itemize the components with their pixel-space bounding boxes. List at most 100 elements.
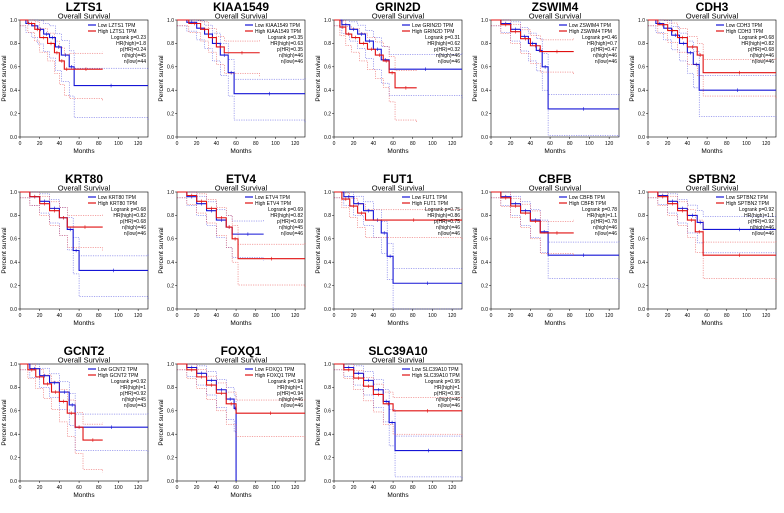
x-tick-label: 60: [76, 485, 82, 491]
panel-subtitle: Overall Survival: [58, 184, 111, 193]
x-tick-label: 80: [410, 485, 416, 491]
panel-subtitle: Overall Survival: [372, 184, 425, 193]
x-tick-label: 60: [76, 141, 82, 147]
panel-subtitle: Overall Survival: [686, 184, 739, 193]
stat-line: n(high)=45: [122, 53, 146, 59]
y-tick-label: 0.8: [481, 213, 488, 219]
stat-line: n(low)=46: [752, 231, 774, 237]
stat-line: Logrank p=0.78: [582, 207, 617, 213]
legend-label: Low GRIN2D TPM: [412, 23, 453, 29]
x-tick-label: 60: [547, 141, 553, 147]
panel-subtitle: Overall Survival: [529, 12, 582, 21]
y-tick-label: 0.0: [324, 135, 331, 141]
x-tick-label: 40: [214, 485, 220, 491]
x-tick-label: 120: [605, 141, 614, 147]
x-tick-label: 0: [333, 485, 336, 491]
y-tick-label: 1.0: [481, 18, 488, 24]
x-tick-label: 40: [685, 313, 691, 319]
y-tick-label: 1.0: [324, 362, 331, 368]
x-axis-label: Months: [701, 320, 723, 327]
y-tick-label: 0.4: [481, 88, 488, 94]
ci-upper-high: [334, 19, 417, 71]
ci-lower-high: [334, 369, 463, 438]
y-tick-label: 1.0: [167, 362, 174, 368]
plot-frame: [333, 363, 463, 482]
y-tick-label: 0.4: [10, 88, 17, 94]
stat-line: n(low)=46: [281, 403, 303, 409]
x-tick-label: 60: [233, 141, 239, 147]
x-axis-label: Months: [73, 148, 95, 155]
legend-label: High KRT80 TPM: [98, 201, 137, 207]
stat-line: n(high)=46: [436, 397, 460, 403]
x-tick-label: 0: [19, 313, 22, 319]
y-tick-label: 0.4: [10, 432, 17, 438]
y-tick-label: 0.4: [167, 88, 174, 94]
y-axis-label: Percent survival: [158, 399, 165, 446]
x-tick-label: 0: [333, 141, 336, 147]
ci-lower-low: [20, 25, 149, 121]
x-tick-label: 20: [665, 313, 671, 319]
stat-line: n(low)=46: [595, 231, 617, 237]
x-tick-label: 100: [271, 313, 280, 319]
y-tick-label: 0.0: [324, 479, 331, 485]
x-axis-label: Months: [701, 148, 723, 155]
x-tick-label: 0: [176, 485, 179, 491]
stat-line: HR(high)=1: [434, 385, 460, 391]
y-axis-label: Percent survival: [472, 55, 479, 102]
x-tick-label: 80: [253, 141, 259, 147]
y-tick-label: 0.2: [324, 111, 331, 117]
panel-subtitle: Overall Survival: [58, 356, 111, 365]
stat-line: n(high)=46: [279, 53, 303, 59]
x-tick-label: 20: [665, 141, 671, 147]
y-tick-label: 0.0: [10, 135, 17, 141]
stat-line: HR(high)=1.1: [744, 213, 774, 219]
stat-line: p(HR)=0.35: [277, 47, 303, 53]
panel-title: SLC39A10: [368, 344, 428, 358]
plot-frame: [19, 191, 149, 310]
x-tick-label: 20: [351, 141, 357, 147]
x-tick-label: 100: [585, 313, 594, 319]
ci-upper-high: [177, 191, 306, 245]
x-tick-label: 120: [134, 141, 143, 147]
x-tick-label: 80: [724, 141, 730, 147]
stat-line: n(low)=46: [438, 59, 460, 65]
plot-frame: [176, 363, 306, 482]
plot-frame: [490, 191, 620, 310]
y-tick-label: 0.8: [324, 213, 331, 219]
y-tick-label: 0.2: [481, 283, 488, 289]
stat-line: p(HR)=0.95: [434, 391, 460, 397]
legend-label: High ETV4 TPM: [255, 201, 291, 207]
y-tick-label: 0.8: [638, 213, 645, 219]
panel-title: ETV4: [226, 172, 256, 186]
x-tick-label: 0: [490, 141, 493, 147]
x-tick-label: 120: [291, 141, 300, 147]
stat-line: Logrank p=0.75: [425, 207, 460, 213]
x-tick-label: 20: [37, 485, 43, 491]
y-tick-label: 0.8: [10, 213, 17, 219]
x-tick-label: 0: [647, 141, 650, 147]
ci-lower-high: [177, 369, 306, 440]
x-tick-label: 80: [410, 141, 416, 147]
x-tick-label: 80: [567, 313, 573, 319]
legend-label: Low ZSWIM4 TPM: [569, 23, 611, 29]
y-tick-label: 0.2: [167, 455, 174, 461]
stat-line: Logrank p=0.35: [268, 35, 303, 41]
x-tick-label: 120: [762, 141, 771, 147]
ci-lower-high: [334, 25, 417, 123]
legend-label: High LZTS1 TPM: [98, 29, 137, 35]
y-tick-label: 0.2: [167, 111, 174, 117]
y-tick-label: 0.6: [10, 65, 17, 71]
y-tick-label: 1.0: [638, 18, 645, 24]
stat-line: HR(high)=0.82: [113, 213, 146, 219]
plot-frame: [333, 19, 463, 138]
stat-line: n(high)=46: [750, 225, 774, 231]
stat-line: n(low)=46: [281, 231, 303, 237]
x-tick-label: 20: [37, 141, 43, 147]
panel-title: GCNT2: [64, 344, 105, 358]
panel-title: KRT80: [65, 172, 103, 186]
legend-label: Low CDH3 TPM: [726, 23, 762, 29]
stat-line: n(high)=46: [436, 53, 460, 59]
legend-label: Low SPTBN2 TPM: [726, 195, 768, 201]
